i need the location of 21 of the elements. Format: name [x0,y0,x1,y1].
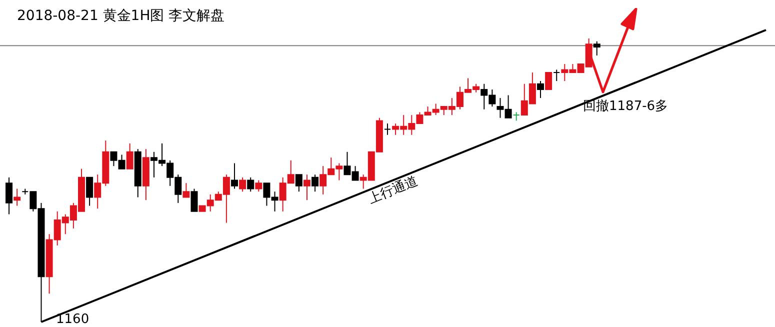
candlestick [553,69,560,82]
candlestick [6,176,13,215]
annotation: 1160 [56,312,90,327]
candlestick [239,176,246,192]
candlestick [126,142,134,170]
candlestick [312,174,319,192]
candlestick [593,40,600,56]
candlestick [190,188,198,212]
candlestick [231,162,238,190]
candlestick [303,174,310,201]
candlestick [182,182,190,198]
candlestick [537,80,544,99]
candlestick [247,176,254,192]
annotation: 上行通道 [366,174,420,208]
candlestick [86,176,94,206]
candlestick [545,72,552,90]
candlestick [14,188,21,206]
chart-title: 2018-08-21 黄金1H图 李文解盘 [17,8,225,24]
candlestick [384,123,391,136]
candlestick [295,174,302,192]
candlestick [255,180,262,192]
